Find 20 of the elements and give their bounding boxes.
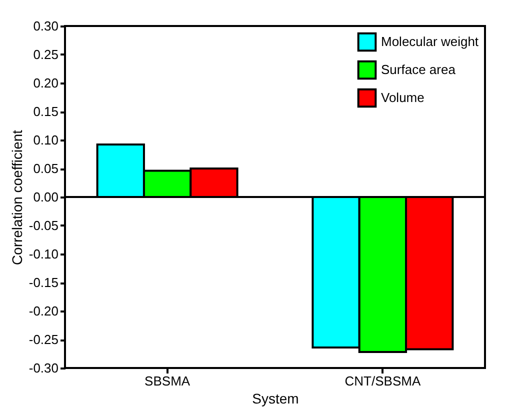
legend-label: Volume <box>381 90 424 105</box>
y-tick-label: -0.10 <box>28 246 58 262</box>
y-tick-label: -0.05 <box>28 218 58 233</box>
y-tick-label: 0.10 <box>33 132 58 148</box>
y-tick-label: -0.30 <box>28 360 58 376</box>
legend-label: Molecular weight <box>381 34 479 49</box>
y-tick-label: 0.15 <box>33 104 58 119</box>
legend-label: Surface area <box>381 62 456 77</box>
y-tick-label: -0.20 <box>28 304 58 318</box>
y-tick-label: 0.25 <box>33 47 58 62</box>
y-tick-label: -0.15 <box>28 275 58 290</box>
y-tick-label: -0.25 <box>28 332 58 347</box>
y-tick-label: 0.30 <box>33 18 58 34</box>
x-axis-title: System <box>252 390 299 406</box>
y-tick-label: 0.05 <box>33 161 58 176</box>
x-tick-label: CNT/SBSMA <box>344 374 421 388</box>
x-tick-label: SBSMA <box>144 374 190 388</box>
y-axis-title: Correlation coefficient <box>8 130 25 266</box>
y-tick-label: 0.20 <box>33 76 58 90</box>
y-tick-label: 0.00 <box>33 190 58 204</box>
